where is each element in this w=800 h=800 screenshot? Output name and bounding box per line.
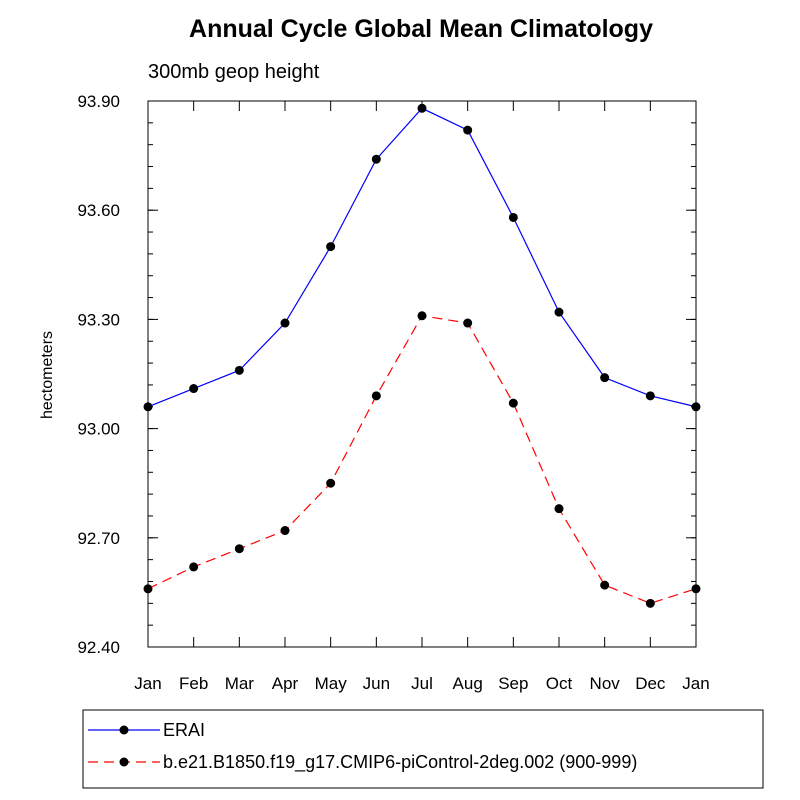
x-tick-label: Oct (546, 674, 573, 693)
data-point (645, 598, 655, 608)
series-group (143, 103, 701, 608)
legend-box (82, 709, 764, 789)
series-line-1 (147, 107, 697, 408)
axis-ticks: Jan Feb Mar Apr May Jun Jul Aug Sep Oct Nov Dec Jan 9… (77, 92, 709, 693)
legend-label-1: ERAI (163, 720, 205, 740)
data-point (417, 311, 427, 321)
x-tick-label: Jan (682, 674, 709, 693)
x-tick-label: May (315, 674, 348, 693)
data-point (143, 584, 153, 594)
data-point (143, 402, 153, 412)
x-tick-label: Jun (363, 674, 390, 693)
data-point (600, 580, 610, 590)
y-axis-label: hectometers (39, 331, 56, 419)
data-point (508, 212, 518, 222)
data-point (234, 365, 244, 375)
y-tick-label: 93.00 (77, 420, 120, 439)
y-tick-label: 92.40 (77, 638, 120, 657)
data-point (371, 154, 381, 164)
y-tick-label: 92.70 (77, 529, 120, 548)
series-line-2 (147, 315, 697, 604)
data-point (691, 402, 701, 412)
legend: ERAI b.e21.B1850.f19_g17.CMIP6-piControl-… (88, 720, 637, 773)
data-point (371, 391, 381, 401)
y-tick-label: 93.30 (77, 310, 120, 329)
data-point (326, 242, 336, 252)
data-point (600, 373, 610, 383)
chart-title: Annual Cycle Global Mean Climatology (189, 15, 653, 43)
legend-marker-2 (119, 757, 129, 767)
chart-subtitle: 300mb geop height (148, 61, 320, 83)
data-point (554, 504, 564, 514)
data-point (691, 584, 701, 594)
data-point (508, 398, 518, 408)
y-tick-label: 93.90 (77, 92, 120, 111)
x-tick-label: Sep (498, 674, 528, 693)
x-tick-label: Aug (453, 674, 483, 693)
y-tick-label: 93.60 (77, 201, 120, 220)
data-point (234, 544, 244, 554)
data-point (189, 384, 199, 394)
data-point (554, 307, 564, 317)
legend-marker-1 (119, 725, 129, 735)
data-point (463, 125, 473, 135)
data-point (280, 526, 290, 536)
x-tick-label: Jan (134, 674, 161, 693)
data-point (417, 103, 427, 113)
x-tick-label: Mar (225, 674, 255, 693)
data-point (326, 478, 336, 488)
data-point (645, 391, 655, 401)
x-tick-label: Feb (179, 674, 208, 693)
x-tick-label: Jul (411, 674, 433, 693)
x-tick-label: Dec (635, 674, 666, 693)
x-tick-label: Nov (590, 674, 621, 693)
data-point (189, 562, 199, 572)
data-point (280, 318, 290, 328)
data-point (463, 318, 473, 328)
legend-label-2: b.e21.B1850.f19_g17.CMIP6-piControl-2deg… (163, 752, 637, 773)
x-tick-label: Apr (272, 674, 299, 693)
